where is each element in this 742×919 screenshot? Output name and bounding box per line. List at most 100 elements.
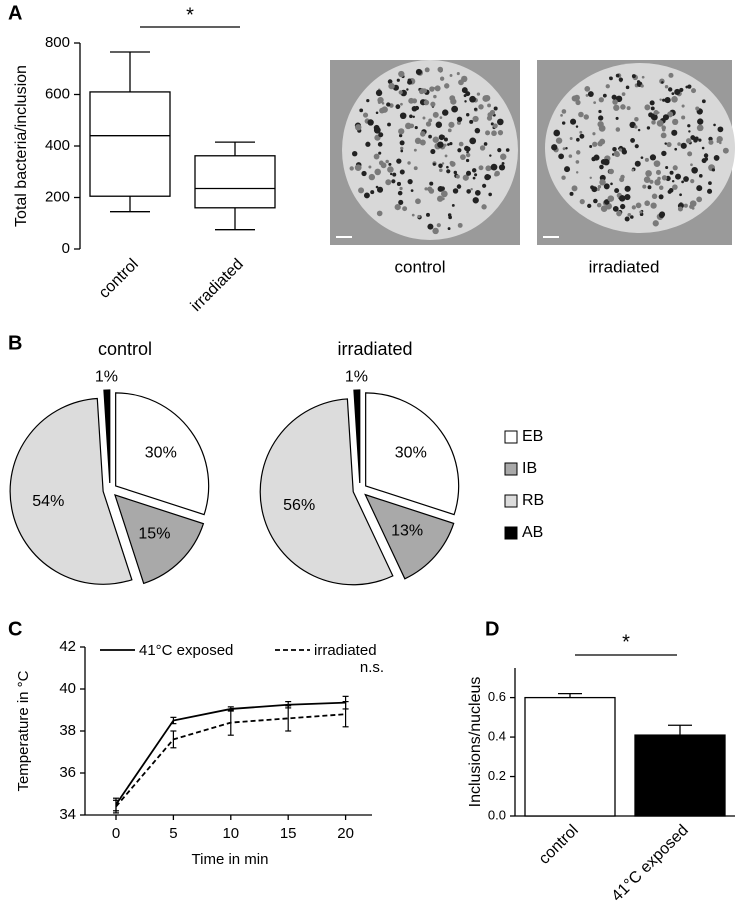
micrograph-particle <box>418 88 425 95</box>
micrograph-particle <box>664 142 667 145</box>
micrograph-particle <box>400 149 404 153</box>
micrograph-particle <box>610 182 613 186</box>
micrograph-particle <box>432 136 439 143</box>
micrograph-particle <box>687 151 693 157</box>
micrograph-particle <box>424 67 430 73</box>
micrograph-particle <box>355 124 362 131</box>
micrograph-particle <box>388 162 392 166</box>
micrograph-particle <box>476 92 481 96</box>
micrograph-particle <box>620 104 626 110</box>
micrograph-particle <box>655 169 662 175</box>
micrograph-particle <box>440 186 445 191</box>
micrograph-particle <box>385 179 392 186</box>
micrograph-particle <box>703 153 709 158</box>
error-bar <box>342 700 349 728</box>
micrograph-particle <box>615 73 620 78</box>
panel-label: B <box>8 332 22 354</box>
micrograph-particle <box>683 176 689 182</box>
micrograph-particle <box>553 129 561 137</box>
micrograph-particle <box>661 150 667 157</box>
micrograph-particle <box>437 66 444 73</box>
legend-label: EB <box>522 428 543 445</box>
micrograph-particle <box>654 179 661 186</box>
micrograph-particle <box>592 141 598 147</box>
micrograph-particle <box>458 141 464 147</box>
micrograph-particle <box>587 91 594 97</box>
image-caption: irradiated <box>589 257 660 276</box>
micrograph-particle <box>430 148 436 155</box>
micrograph-particle <box>688 130 691 133</box>
micrograph-particle <box>672 165 678 171</box>
micrograph-particle <box>687 84 692 89</box>
micrograph-particle <box>381 101 385 105</box>
micrograph-particle <box>674 147 678 151</box>
micrograph-particle <box>465 152 471 158</box>
micrograph-particle <box>398 199 404 205</box>
bar <box>634 734 726 817</box>
micrograph-particle <box>697 118 704 125</box>
micrograph-particle <box>701 146 705 150</box>
micrograph-particle <box>466 150 469 154</box>
micrograph-particle <box>497 118 504 126</box>
micrograph-particle <box>443 137 448 142</box>
micrograph-particle <box>624 193 631 201</box>
image-caption: control <box>394 257 445 276</box>
error-bar <box>227 709 234 736</box>
micrograph-particle <box>612 99 618 105</box>
slice-label: 1% <box>345 368 368 385</box>
micrograph-particle <box>589 176 592 180</box>
micrograph-particle <box>413 166 418 171</box>
micrograph-particle <box>373 126 381 134</box>
micrograph-particle <box>708 181 712 186</box>
micrograph-particle <box>400 146 404 151</box>
y-tick-label: 42 <box>59 638 76 655</box>
micrograph-particle <box>717 126 724 133</box>
micrograph-particle <box>590 185 595 190</box>
micrograph-particle <box>597 185 602 189</box>
micrograph-particle <box>675 173 682 180</box>
micrograph-particle <box>481 204 487 210</box>
micrograph-particle <box>696 196 703 203</box>
micrograph-particle <box>593 154 600 161</box>
micrograph-particle <box>662 98 666 102</box>
micrograph-particle <box>690 179 695 184</box>
micrograph-particle <box>713 123 716 127</box>
micrograph-particle <box>618 148 623 152</box>
micrograph-particle <box>437 141 444 148</box>
micrograph-particle <box>575 150 581 155</box>
panel-label: C <box>8 618 22 640</box>
micrograph-particle <box>644 104 651 111</box>
micrograph-particle <box>630 215 634 219</box>
legend-swatch <box>504 462 518 476</box>
micrograph-particle <box>571 185 578 192</box>
micrograph-particle <box>634 144 639 149</box>
micrograph-particle <box>680 142 687 149</box>
micrograph-particle <box>691 206 695 210</box>
micrograph-particle <box>698 138 702 142</box>
y-tick-label: 34 <box>59 806 76 823</box>
legend-swatch <box>504 430 518 444</box>
micrograph-particle <box>474 107 478 111</box>
micrograph-particle <box>407 179 413 185</box>
micrograph-particle <box>465 170 472 176</box>
micrograph-particle <box>668 72 674 78</box>
micrograph-particle <box>674 88 681 96</box>
micrograph-particle <box>447 213 452 217</box>
micrograph-particle <box>679 193 682 197</box>
micrograph-particle <box>722 147 729 154</box>
micrograph-particle <box>482 95 490 102</box>
y-axis-label: Total bacteria/inclusion <box>13 65 30 227</box>
y-tick-label: 38 <box>59 722 76 739</box>
micrograph-particle <box>387 79 393 84</box>
y-tick-label: 0.2 <box>488 768 506 783</box>
micrograph-particle <box>449 95 456 102</box>
micrograph-particle <box>660 132 667 139</box>
micrograph-particle <box>613 150 620 157</box>
micrograph-particle <box>432 111 439 118</box>
micrograph-particle <box>415 198 421 205</box>
micrograph-particle <box>464 100 467 103</box>
micrograph-particle <box>685 138 692 144</box>
micrograph-particle <box>711 168 716 172</box>
micrograph-particle <box>378 151 382 155</box>
